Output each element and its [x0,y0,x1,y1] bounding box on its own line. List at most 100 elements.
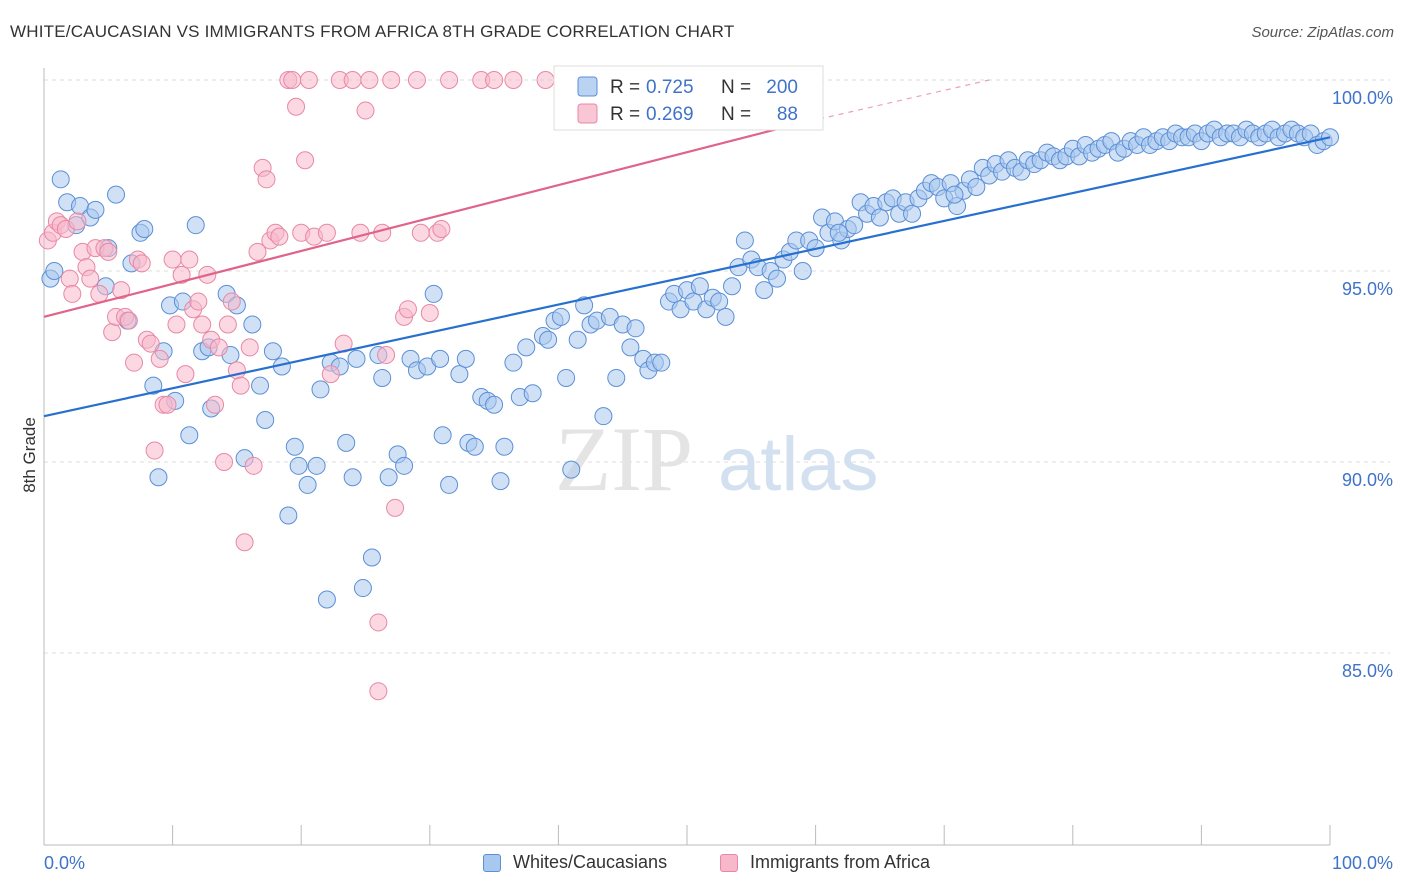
point-whites [504,353,523,372]
y-tick-label: 100.0% [1332,88,1393,108]
point-whites [317,590,336,609]
axes [43,68,1331,846]
point-africa [407,71,426,89]
point-whites [945,185,964,204]
point-whites [491,472,510,491]
stats-legend-box [553,65,824,131]
trend-line-africa [43,124,791,318]
point-whites [51,170,70,189]
point-whites [144,376,163,395]
point-whites [440,475,459,494]
point-whites [465,437,484,456]
y-tick-label: 90.0% [1342,470,1393,490]
point-whites [485,395,504,414]
point-africa [536,71,555,89]
point-whites [186,216,205,235]
y-axis-label: 8th Grade [20,417,39,493]
point-whites [347,349,366,368]
grid-lines [44,79,1390,654]
x-tick-label: 100.0% [1332,853,1393,873]
point-africa [351,223,370,242]
stats-swatch [577,103,598,124]
point-whites [279,506,298,525]
point-whites [135,219,154,238]
point-africa [343,71,362,89]
point-africa [215,453,234,471]
legend-label-whites: Whites/Caucasians [513,852,668,872]
point-whites [523,384,542,403]
y-tick-label: 85.0% [1342,661,1393,681]
point-whites [870,208,889,227]
point-whites [768,269,787,288]
x-tick-label: 0.0% [44,853,85,873]
point-africa [68,212,87,231]
point-africa [440,71,459,89]
stats-n-value: 200 [766,77,798,98]
legend: Whites/Caucasians Immigrants from Africa [0,850,1406,880]
point-whites [903,204,922,223]
point-africa [296,151,315,170]
point-whites [551,307,570,326]
point-africa [189,292,208,311]
point-africa [240,338,259,357]
point-whites [298,475,317,494]
stats-swatch [577,76,598,97]
point-whites [829,223,848,242]
point-africa [99,242,118,261]
point-whites [243,315,262,334]
point-africa [283,71,302,89]
point-whites [517,338,536,357]
legend-item-whites: Whites/Caucasians [483,852,667,873]
point-whites [607,368,626,387]
point-africa [420,304,439,323]
point-whites [575,296,594,315]
point-whites [755,281,774,300]
point-africa [132,254,151,273]
watermark: ZIP atlas [555,408,879,510]
point-whites [379,468,398,487]
point-africa [163,250,182,269]
point-whites [621,338,640,357]
point-africa [218,315,237,334]
watermark-zip: ZIP [555,408,693,510]
point-africa [287,97,306,116]
point-whites [568,330,587,349]
point-whites [289,456,308,475]
point-whites [433,426,452,445]
point-africa [504,71,523,89]
point-whites [337,433,356,452]
point-whites [562,460,581,479]
point-whites [343,468,362,487]
point-whites [450,365,469,384]
stats-r-label: R = [610,104,640,125]
point-whites [967,177,986,196]
data-points [38,71,1339,701]
point-whites [362,548,381,567]
point-africa [222,292,241,311]
point-whites [256,410,275,429]
stats-r-value: 0.269 [646,104,694,125]
point-whites [716,307,735,326]
point-africa [141,334,160,353]
stats-n-label: N = [721,104,751,125]
point-whites [149,468,168,487]
legend-item-africa: Immigrants from Africa [720,852,930,873]
point-africa [432,219,451,238]
point-africa [119,311,138,330]
point-whites [311,380,330,399]
point-africa [398,300,417,319]
point-whites [251,376,270,395]
point-whites [626,319,645,338]
point-whites [539,330,558,349]
point-whites [263,342,282,361]
point-whites [710,292,729,311]
stats-legend: R = 0.725 N = 200 R = 0.269 N = 88 [553,65,824,131]
point-africa [150,349,169,368]
source-label: Source: ZipAtlas.com [1251,24,1394,41]
point-africa [369,682,388,701]
legend-swatch-africa [720,853,738,872]
point-africa [270,227,289,246]
point-africa [377,346,396,365]
point-africa [317,223,336,242]
